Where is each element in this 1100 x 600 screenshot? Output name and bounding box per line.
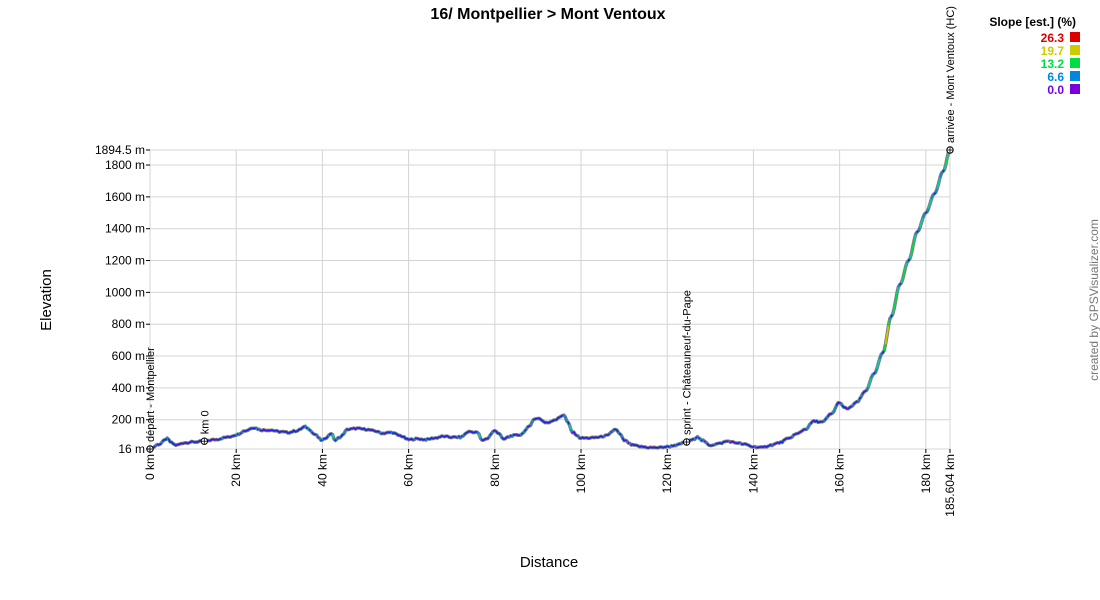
waypoint-label: km 0 (199, 410, 211, 434)
x-tick-label: 80 km (488, 454, 502, 487)
elevation-profile (149, 148, 952, 451)
profile-segment (919, 221, 923, 228)
x-tick-label: 100 km (574, 454, 588, 493)
profile-segment (876, 362, 880, 370)
legend-title: Slope [est.] (%) (989, 15, 1076, 29)
x-tick-label: 160 km (833, 454, 847, 493)
waypoint-marker: km 0 (199, 410, 211, 445)
y-tick-label: 16 m (118, 442, 145, 456)
y-tick-label: 1800 m (105, 158, 145, 172)
profile-segment (896, 285, 900, 294)
slope-legend: Slope [est.] (%) 26.319.713.26.60.0 (989, 15, 1080, 97)
profile-segment (887, 317, 891, 327)
y-axis-title: Elevation (38, 269, 55, 331)
legend-item: 6.6 (1047, 70, 1080, 84)
y-tick-label: 1000 m (105, 285, 145, 299)
legend-swatch (1070, 45, 1080, 55)
legend-item: 19.7 (1041, 44, 1080, 58)
legend-swatch (1070, 84, 1080, 94)
profile-segment (943, 163, 947, 171)
legend-item: 26.3 (1041, 31, 1080, 45)
legend-item: 13.2 (1041, 57, 1080, 71)
legend-item: 0.0 (1047, 83, 1080, 97)
profile-segment (903, 265, 907, 274)
legend-item-label: 6.6 (1047, 70, 1064, 84)
profile-segment (912, 238, 916, 247)
x-tick-label: 185.604 km (943, 454, 957, 517)
chart-title: 16/ Montpellier > Mont Ventoux (430, 6, 665, 23)
y-axis-ticks: 16 m 200 m 400 m 600 m 800 m 1000 m 1200 m 1400… (95, 143, 150, 456)
profile-segment (886, 324, 890, 336)
profile-segment (894, 291, 898, 302)
profile-segment (929, 197, 933, 204)
waypoint-label: départ - Montpellier (145, 347, 157, 442)
profile-segment (893, 299, 897, 310)
x-axis-ticks: 0 km 20 km 40 km 60 km 80 km 100 km 120 km 140 … (143, 449, 957, 517)
legend-swatch (1070, 58, 1080, 68)
legend-item-label: 13.2 (1041, 57, 1065, 71)
waypoint-marker: arrivée - Mont Ventoux (HC) (945, 6, 957, 154)
y-tick-label: 200 m (112, 413, 145, 427)
profile-segment (910, 245, 914, 255)
profile-segment (568, 424, 572, 431)
y-tick-label: 800 m (112, 317, 145, 331)
x-tick-label: 40 km (315, 454, 329, 487)
x-tick-label: 180 km (919, 454, 933, 493)
grid (149, 149, 951, 450)
waypoint-label: sprint - Châteauneuf-du-Pape (682, 290, 694, 435)
profile-segment (877, 357, 881, 365)
x-tick-label: 120 km (660, 454, 674, 493)
y-tick-label: 1200 m (105, 254, 145, 268)
profile-segment (883, 342, 887, 352)
y-tick-label: 1894.5 m (95, 143, 145, 157)
x-tick-label: 0 km (143, 454, 157, 480)
plot-frame (149, 149, 951, 450)
x-tick-label: 60 km (402, 454, 416, 487)
legend-swatch (1070, 32, 1080, 42)
waypoint-label: arrivée - Mont Ventoux (HC) (945, 6, 957, 143)
waypoint-marker: départ - Montpellier (145, 347, 157, 453)
waypoint-marker: sprint - Châteauneuf-du-Pape (682, 290, 694, 446)
profile-outline (149, 148, 952, 451)
profile-segment (920, 216, 924, 224)
y-tick-label: 1400 m (105, 222, 145, 236)
credit-text: created by GPSVisualizer.com (1087, 219, 1100, 381)
profile-segment (909, 252, 913, 260)
x-tick-label: 20 km (229, 454, 243, 487)
y-tick-label: 1600 m (105, 190, 145, 204)
profile-segment (937, 176, 942, 184)
legend-item-label: 26.3 (1041, 31, 1065, 45)
y-tick-label: 400 m (112, 381, 145, 395)
profile-segment (936, 181, 940, 189)
legend-item-label: 19.7 (1041, 44, 1065, 58)
profile-segment (945, 156, 949, 165)
x-tick-label: 140 km (746, 454, 760, 493)
profile-segment (902, 271, 906, 280)
y-tick-label: 600 m (112, 349, 145, 363)
waypoints: départ - Montpellier km 0 sprint - Château… (145, 6, 957, 453)
x-axis-title: Distance (520, 554, 578, 571)
profile-segment (913, 233, 917, 240)
profile-segment (891, 307, 896, 315)
profile-segment (884, 333, 888, 345)
legend-item-label: 0.0 (1047, 83, 1064, 97)
legend-swatch (1070, 71, 1080, 81)
profile-segment (927, 202, 932, 209)
